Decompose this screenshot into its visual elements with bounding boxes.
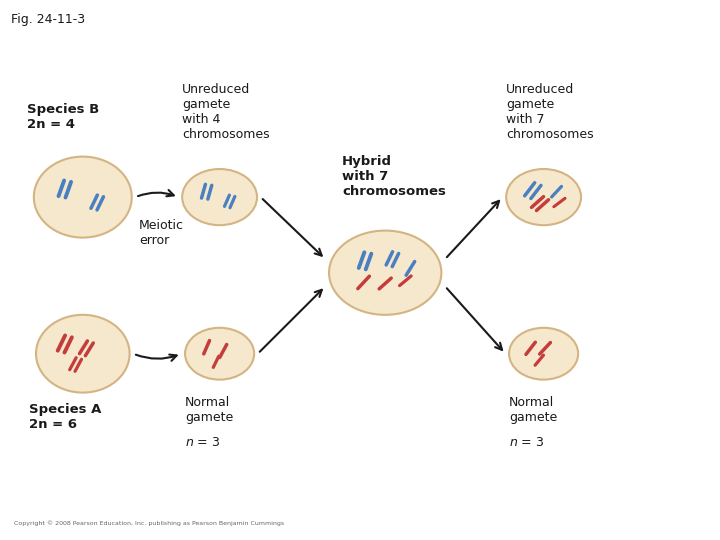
- Ellipse shape: [182, 169, 257, 225]
- Text: Hybrid
with 7
chromosomes: Hybrid with 7 chromosomes: [342, 155, 446, 198]
- FancyArrowPatch shape: [447, 201, 499, 257]
- Text: Unreduced
gamete
with 7
chromosomes: Unreduced gamete with 7 chromosomes: [506, 83, 594, 140]
- FancyArrowPatch shape: [136, 355, 176, 361]
- Text: Unreduced
gamete
with 4
chromosomes: Unreduced gamete with 4 chromosomes: [182, 83, 270, 140]
- Text: Fig. 24-11-3: Fig. 24-11-3: [11, 14, 85, 26]
- Text: $n$ = 3: $n$ = 3: [509, 436, 544, 449]
- Ellipse shape: [36, 315, 130, 393]
- Ellipse shape: [506, 169, 581, 225]
- Ellipse shape: [329, 231, 441, 315]
- Text: $n$ = 3: $n$ = 3: [185, 436, 220, 449]
- Text: Species A
2n = 6: Species A 2n = 6: [29, 403, 102, 431]
- FancyArrowPatch shape: [260, 290, 322, 352]
- Text: Normal
gamete: Normal gamete: [509, 396, 557, 424]
- Text: Copyright © 2008 Pearson Education, Inc. publishing as Pearson Benjamin Cummings: Copyright © 2008 Pearson Education, Inc.…: [14, 521, 284, 526]
- FancyArrowPatch shape: [263, 199, 322, 255]
- Ellipse shape: [185, 328, 254, 380]
- FancyArrowPatch shape: [447, 288, 502, 350]
- FancyArrowPatch shape: [138, 190, 174, 196]
- Text: Normal
gamete: Normal gamete: [185, 396, 233, 424]
- Text: Meiotic
error: Meiotic error: [139, 219, 184, 247]
- Ellipse shape: [509, 328, 578, 380]
- Text: Species B
2n = 4: Species B 2n = 4: [27, 103, 99, 131]
- Ellipse shape: [34, 157, 132, 238]
